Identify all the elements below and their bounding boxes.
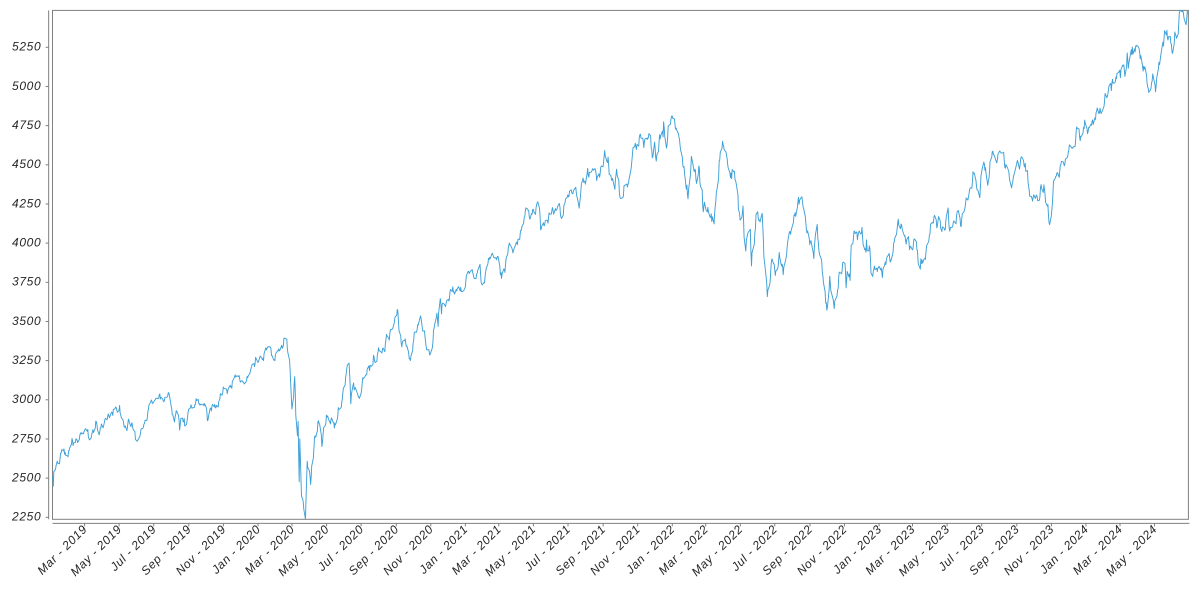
svg-text:2500: 2500 — [11, 471, 41, 485]
svg-text:3500: 3500 — [12, 314, 41, 328]
svg-text:3250: 3250 — [12, 353, 41, 367]
svg-text:4000: 4000 — [12, 236, 41, 250]
svg-text:5000: 5000 — [12, 79, 41, 93]
svg-text:5250: 5250 — [12, 40, 41, 54]
svg-text:4500: 4500 — [12, 157, 41, 171]
svg-text:2750: 2750 — [11, 431, 41, 445]
svg-text:4750: 4750 — [12, 118, 41, 132]
svg-text:3750: 3750 — [12, 275, 41, 289]
svg-text:3000: 3000 — [12, 392, 41, 406]
svg-text:4250: 4250 — [12, 196, 41, 210]
svg-text:2250: 2250 — [11, 510, 41, 524]
